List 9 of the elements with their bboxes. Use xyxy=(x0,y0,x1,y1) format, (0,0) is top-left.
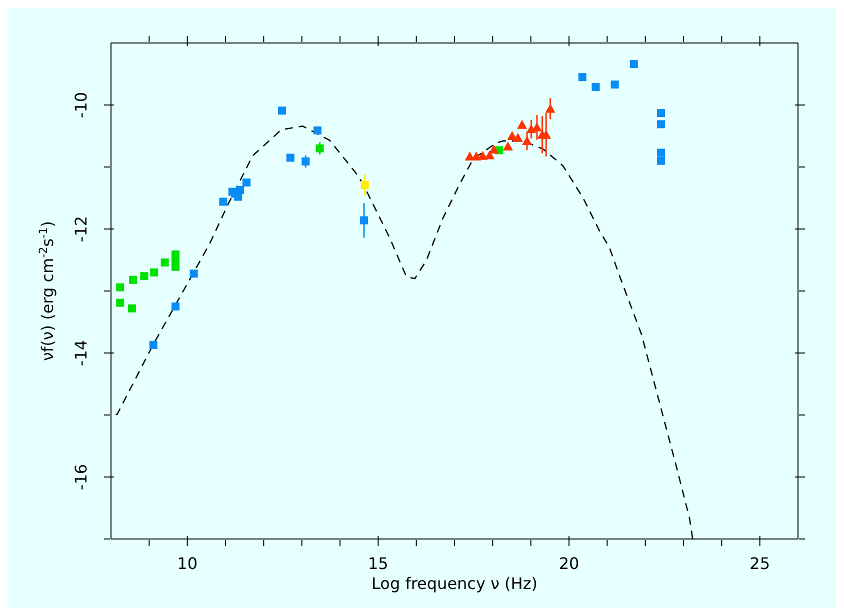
x-tick-label: 15 xyxy=(368,554,388,573)
y-tick-label: -14 xyxy=(72,340,90,366)
x-tick-label: 20 xyxy=(558,554,580,573)
x-tick-label: 10 xyxy=(177,554,198,573)
x-axis-title: Log frequency ν (Hz) xyxy=(372,574,538,593)
y-tick-label: -16 xyxy=(72,464,90,490)
y-tick-label: -10 xyxy=(72,92,90,118)
x-tick-label: 25 xyxy=(750,554,770,573)
y-tick-label: -12 xyxy=(72,216,90,242)
